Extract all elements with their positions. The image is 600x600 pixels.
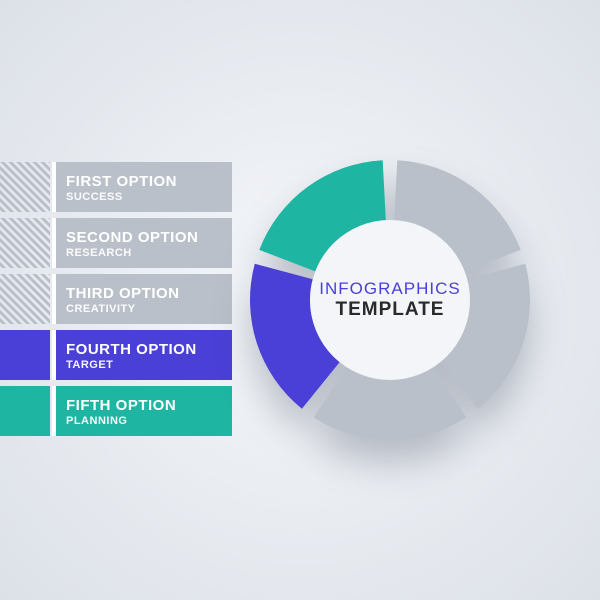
option-5-stripe — [0, 386, 50, 436]
donut-chart: INFOGRAPHICS TEMPLATE — [240, 150, 540, 450]
option-2-stripe — [0, 218, 50, 268]
option-1[interactable]: FIRST OPTION SUCCESS — [0, 162, 232, 212]
option-1-bar: FIRST OPTION SUCCESS — [52, 162, 232, 212]
option-4-title: FOURTH OPTION — [66, 342, 222, 357]
option-2-title: SECOND OPTION — [66, 230, 222, 245]
donut-svg — [240, 150, 540, 450]
option-5[interactable]: FIFTH OPTION PLANNING — [0, 386, 232, 436]
option-3-subtitle: CREATIVITY — [66, 304, 222, 315]
option-1-subtitle: SUCCESS — [66, 192, 222, 203]
option-5-title: FIFTH OPTION — [66, 398, 222, 413]
options-list: FIRST OPTION SUCCESS SECOND OPTION RESEA… — [0, 162, 232, 442]
option-4-bar: FOURTH OPTION TARGET — [52, 330, 232, 380]
option-1-stripe — [0, 162, 50, 212]
option-3-title: THIRD OPTION — [66, 286, 222, 301]
option-3-bar: THIRD OPTION CREATIVITY — [52, 274, 232, 324]
donut-center-circle — [310, 220, 470, 380]
option-2-bar: SECOND OPTION RESEARCH — [52, 218, 232, 268]
option-3[interactable]: THIRD OPTION CREATIVITY — [0, 274, 232, 324]
option-4-subtitle: TARGET — [66, 360, 222, 371]
option-3-stripe — [0, 274, 50, 324]
option-5-bar: FIFTH OPTION PLANNING — [52, 386, 232, 436]
option-2[interactable]: SECOND OPTION RESEARCH — [0, 218, 232, 268]
option-4[interactable]: FOURTH OPTION TARGET — [0, 330, 232, 380]
option-2-subtitle: RESEARCH — [66, 248, 222, 259]
option-5-subtitle: PLANNING — [66, 416, 222, 427]
option-1-title: FIRST OPTION — [66, 174, 222, 189]
option-4-stripe — [0, 330, 50, 380]
